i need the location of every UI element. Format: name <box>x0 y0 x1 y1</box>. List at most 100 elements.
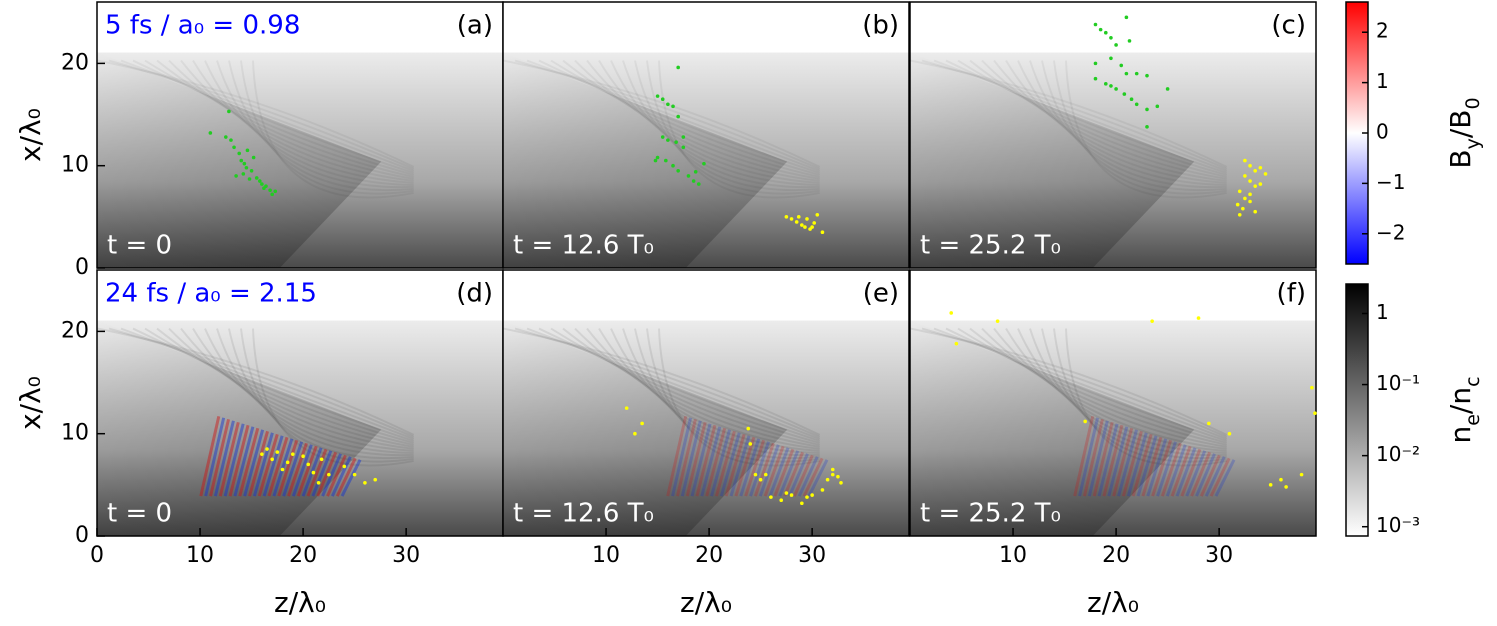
colorbar-tick-label: 1 <box>1376 69 1389 93</box>
density-ripple <box>240 60 414 195</box>
field-stripe <box>724 433 746 497</box>
particle <box>671 104 675 109</box>
density-ripple <box>168 59 414 180</box>
particle <box>1310 385 1314 390</box>
particle <box>275 450 280 454</box>
y-tick-label: 10 <box>61 421 89 446</box>
particle <box>624 406 629 410</box>
particle <box>691 179 696 183</box>
density-ripple <box>562 59 820 178</box>
particle <box>273 189 278 194</box>
particle <box>820 488 825 492</box>
colorbar-tick-label: 10⁻³ <box>1376 513 1420 537</box>
density-ripple <box>910 327 1228 436</box>
particle <box>265 447 269 451</box>
particle <box>306 462 311 467</box>
field-stripe <box>749 441 770 497</box>
colorbar-tick-label: 0 <box>1376 120 1389 144</box>
particle <box>1150 319 1154 323</box>
field-stripe <box>1078 417 1100 497</box>
density-ripple <box>228 328 414 459</box>
particle <box>820 230 825 234</box>
field-stripe <box>228 424 250 497</box>
field-stripe <box>690 423 712 497</box>
colorbar-tick-label: 1 <box>1376 300 1389 324</box>
particle <box>280 467 285 472</box>
particle <box>830 472 835 477</box>
particle <box>1155 104 1160 109</box>
field-stripe <box>807 459 829 497</box>
particle <box>1122 92 1127 96</box>
density-ripple <box>634 328 820 459</box>
density-ripple <box>658 328 820 467</box>
field-stripe <box>287 442 308 497</box>
field-stripe <box>788 453 809 497</box>
particle <box>758 477 763 482</box>
density-ripple <box>910 59 1228 168</box>
field-stripe <box>1165 444 1187 497</box>
particle <box>830 467 835 472</box>
particle <box>1243 196 1247 201</box>
label-part: /B <box>1444 109 1477 138</box>
particle <box>763 472 768 477</box>
field-stripe <box>306 448 328 497</box>
particle <box>789 217 794 221</box>
density-ripple <box>562 327 820 446</box>
density-ripple <box>1053 328 1227 463</box>
panel: 10 20 30 (f) t = 25.2 T₀ z/λ₀ <box>909 269 1317 619</box>
field-stripe <box>291 444 313 497</box>
colorbar-tick-label: −1 <box>1376 170 1405 194</box>
particle <box>825 477 830 482</box>
density-ripple <box>993 327 1227 450</box>
particle <box>1109 36 1113 40</box>
density-ripple <box>180 59 414 182</box>
particle <box>1093 76 1098 81</box>
particle <box>800 223 804 227</box>
field-stripe <box>1112 427 1134 497</box>
field-stripe <box>734 436 756 497</box>
field-stripe <box>199 415 221 497</box>
particle <box>1241 206 1245 211</box>
label-part: n <box>1444 426 1477 444</box>
field-stripe <box>744 439 766 497</box>
field-stripe <box>778 450 800 497</box>
panel-label: (c) <box>1271 11 1306 41</box>
particle <box>1207 421 1211 426</box>
density-ripple <box>945 327 1227 442</box>
particle <box>1083 419 1087 424</box>
field-stripe <box>1209 457 1231 497</box>
particle <box>258 179 262 183</box>
field-stripe <box>700 426 722 497</box>
particle <box>1134 71 1139 76</box>
label-part: /n <box>1444 387 1477 414</box>
particle <box>1284 485 1288 489</box>
particle <box>232 145 236 150</box>
time-label: t = 25.2 T₀ <box>920 231 1061 261</box>
particle <box>260 452 264 456</box>
particle <box>234 174 238 178</box>
particle <box>676 114 680 119</box>
colorbar: 10⁻³ 10⁻² 10⁻¹ 1 ne/nc <box>1345 283 1484 537</box>
particle <box>995 319 1000 323</box>
field-stripe <box>1190 451 1212 497</box>
density-ripple <box>120 327 415 440</box>
field-stripe <box>714 430 736 497</box>
panel-frame <box>502 269 910 537</box>
label-part: B <box>1444 149 1477 168</box>
particle <box>666 138 670 142</box>
particle <box>249 169 254 173</box>
time-label: t = 0 <box>107 499 172 529</box>
density-ripple <box>945 59 1227 174</box>
x-tick-label: 20 <box>289 543 317 568</box>
particle <box>1263 172 1268 176</box>
particle <box>262 186 266 190</box>
particle <box>676 65 680 70</box>
field-stripe <box>1160 442 1182 497</box>
density-ripple <box>1065 328 1227 467</box>
particle <box>1119 63 1124 68</box>
particle <box>653 158 658 163</box>
density-ripple <box>1017 60 1227 186</box>
field-stripe <box>326 454 347 497</box>
